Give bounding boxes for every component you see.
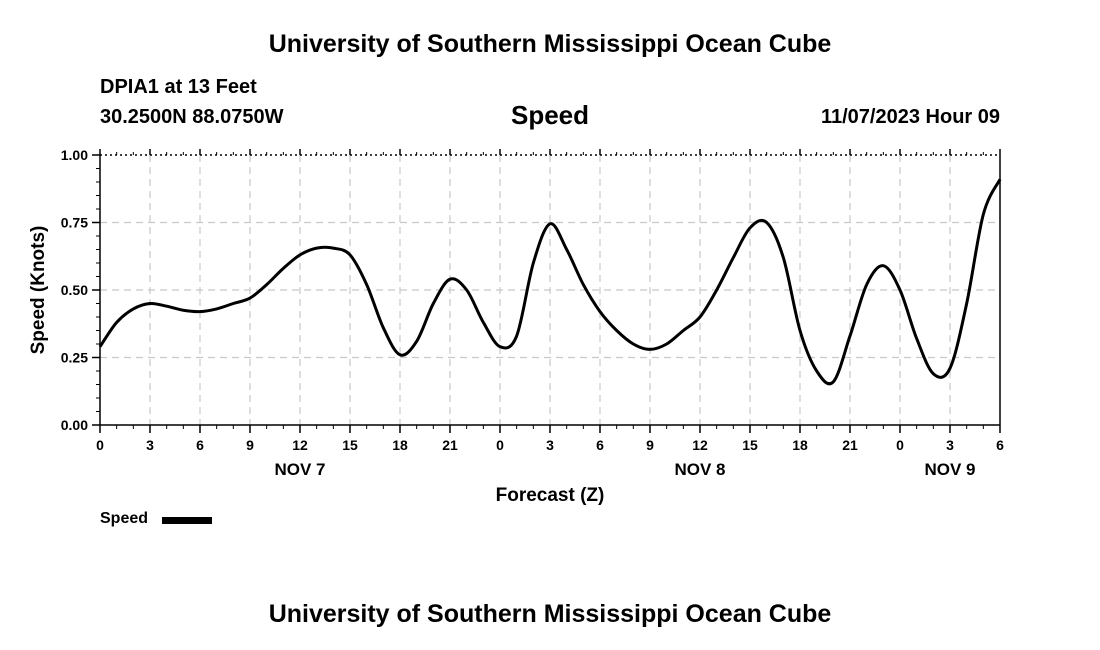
x-tick-label: 9 bbox=[646, 437, 654, 453]
station-label: DPIA1 at 13 Feet bbox=[100, 76, 257, 98]
x-tick-label: 6 bbox=[196, 437, 204, 453]
x-tick-label: 15 bbox=[742, 437, 758, 453]
x-tick-label: 12 bbox=[292, 437, 308, 453]
x-tick-label: 18 bbox=[792, 437, 808, 453]
legend-line-swatch bbox=[162, 517, 212, 524]
day-label: NOV 7 bbox=[274, 460, 325, 479]
y-tick-label: 0.50 bbox=[61, 282, 88, 298]
y-tick-label: 0.25 bbox=[61, 350, 88, 366]
x-axis-title: Forecast (Z) bbox=[496, 485, 605, 506]
footer-title: University of Southern Mississippi Ocean… bbox=[268, 600, 832, 628]
chart-title: Speed bbox=[510, 100, 590, 130]
day-label: NOV 8 bbox=[674, 460, 725, 479]
timestamp-label: 11/07/2023 Hour 09 bbox=[820, 106, 1000, 128]
y-tick-label: 1.00 bbox=[61, 147, 88, 163]
x-tick-label: 18 bbox=[392, 437, 408, 453]
x-tick-label: 0 bbox=[496, 437, 504, 453]
x-tick-label: 0 bbox=[896, 437, 904, 453]
coordinates-label: 30.2500N 88.0750W bbox=[100, 106, 284, 128]
day-label: NOV 9 bbox=[924, 460, 975, 479]
x-tick-label: 21 bbox=[842, 437, 858, 453]
x-tick-label: 0 bbox=[96, 437, 104, 453]
x-tick-label: 3 bbox=[546, 437, 554, 453]
x-tick-label: 12 bbox=[692, 437, 708, 453]
y-tick-label: 0.75 bbox=[61, 215, 88, 231]
x-tick-label: 6 bbox=[996, 437, 1004, 453]
page-title: University of Southern Mississippi Ocean… bbox=[268, 30, 832, 58]
y-tick-label: 0.00 bbox=[61, 417, 88, 433]
x-tick-label: 6 bbox=[596, 437, 604, 453]
x-tick-label: 3 bbox=[146, 437, 154, 453]
x-tick-label: 3 bbox=[946, 437, 954, 453]
legend-label: Speed bbox=[100, 510, 149, 527]
y-axis-title: Speed (Knots) bbox=[28, 226, 49, 355]
x-tick-label: 21 bbox=[442, 437, 458, 453]
x-tick-label: 15 bbox=[342, 437, 358, 453]
speed-chart: 0.00 0.25 0.50 0.75 1.00 0 3 6 9 12 15 18 21 0 3 6 9 12 15… bbox=[28, 147, 1004, 506]
speed-series-line bbox=[98, 178, 1002, 386]
x-tick-label: 9 bbox=[246, 437, 254, 453]
